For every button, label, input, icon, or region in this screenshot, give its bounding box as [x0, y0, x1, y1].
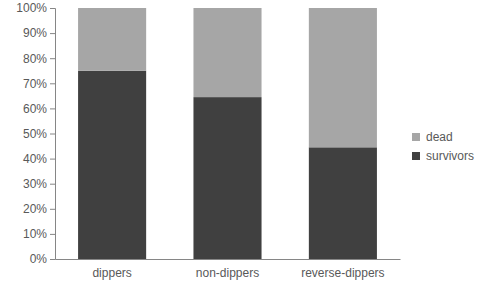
y-axis: 0% 10% 20% 30% 40% 50% 60% 70% 80% 90% 100%: [16, 1, 55, 266]
y-tick: 60%: [23, 102, 55, 116]
y-tick-label: 0%: [30, 252, 48, 266]
bar: [309, 8, 377, 147]
y-tick: 100%: [16, 1, 55, 15]
x-tick-label: non-dippers: [196, 266, 259, 280]
y-tick-label: 70%: [23, 77, 47, 91]
y-tick-mark: [50, 184, 55, 185]
y-tick: 10%: [23, 227, 55, 241]
x-tick-label: reverse-dippers: [301, 266, 384, 280]
y-tick-mark: [50, 108, 55, 109]
legend-swatch: [412, 133, 420, 141]
x-tick: reverse-dippers: [301, 266, 384, 280]
y-tick-mark: [50, 159, 55, 160]
y-tick-mark: [50, 83, 55, 84]
y-tick-label: 50%: [23, 127, 47, 141]
y-tick-label: 10%: [23, 227, 47, 241]
series-1: [78, 8, 377, 147]
bar: [193, 8, 261, 97]
y-tick: 70%: [23, 77, 55, 91]
legend-item: dead: [412, 130, 453, 144]
y-tick: 50%: [23, 127, 55, 141]
x-axis: dippers non-dippers reverse-dippers: [56, 260, 401, 280]
y-tick: 0%: [30, 252, 55, 266]
legend-item: survivors: [412, 149, 474, 163]
y-tick-mark: [50, 234, 55, 235]
x-tick: non-dippers: [196, 266, 259, 280]
chart: 0% 10% 20% 30% 40% 50% 60% 70% 80% 90% 100% dippers…: [0, 0, 500, 289]
y-tick-label: 80%: [23, 52, 47, 66]
y-tick-mark: [50, 134, 55, 135]
y-tick-label: 60%: [23, 102, 47, 116]
y-tick: 90%: [23, 26, 55, 40]
bar: [78, 8, 146, 71]
x-tick: dippers: [92, 266, 131, 280]
bar: [309, 147, 377, 259]
y-tick: 80%: [23, 52, 55, 66]
y-tick-label: 90%: [23, 26, 47, 40]
plot: 0% 10% 20% 30% 40% 50% 60% 70% 80% 90% 100% dippers…: [16, 1, 400, 279]
y-tick-label: 30%: [23, 177, 47, 191]
y-tick: 20%: [23, 202, 55, 216]
bar: [78, 71, 146, 259]
x-axis-line: [56, 259, 401, 260]
y-tick-mark: [50, 209, 55, 210]
y-tick: 30%: [23, 177, 55, 191]
y-tick-mark: [50, 259, 55, 260]
y-tick: 40%: [23, 152, 55, 166]
y-tick-mark: [50, 33, 55, 34]
legend-label: survivors: [426, 149, 474, 163]
y-tick-label: 20%: [23, 202, 47, 216]
bar: [193, 97, 261, 259]
x-tick-label: dippers: [92, 266, 131, 280]
legend-label: dead: [426, 130, 453, 144]
legend: dead survivors: [412, 130, 474, 163]
bars: [78, 8, 377, 259]
legend-swatch: [412, 152, 420, 160]
y-tick-label: 40%: [23, 152, 47, 166]
y-tick-mark: [50, 58, 55, 59]
y-tick-label: 100%: [16, 1, 47, 15]
y-tick-mark: [50, 8, 55, 9]
y-axis-line: [50, 9, 56, 260]
